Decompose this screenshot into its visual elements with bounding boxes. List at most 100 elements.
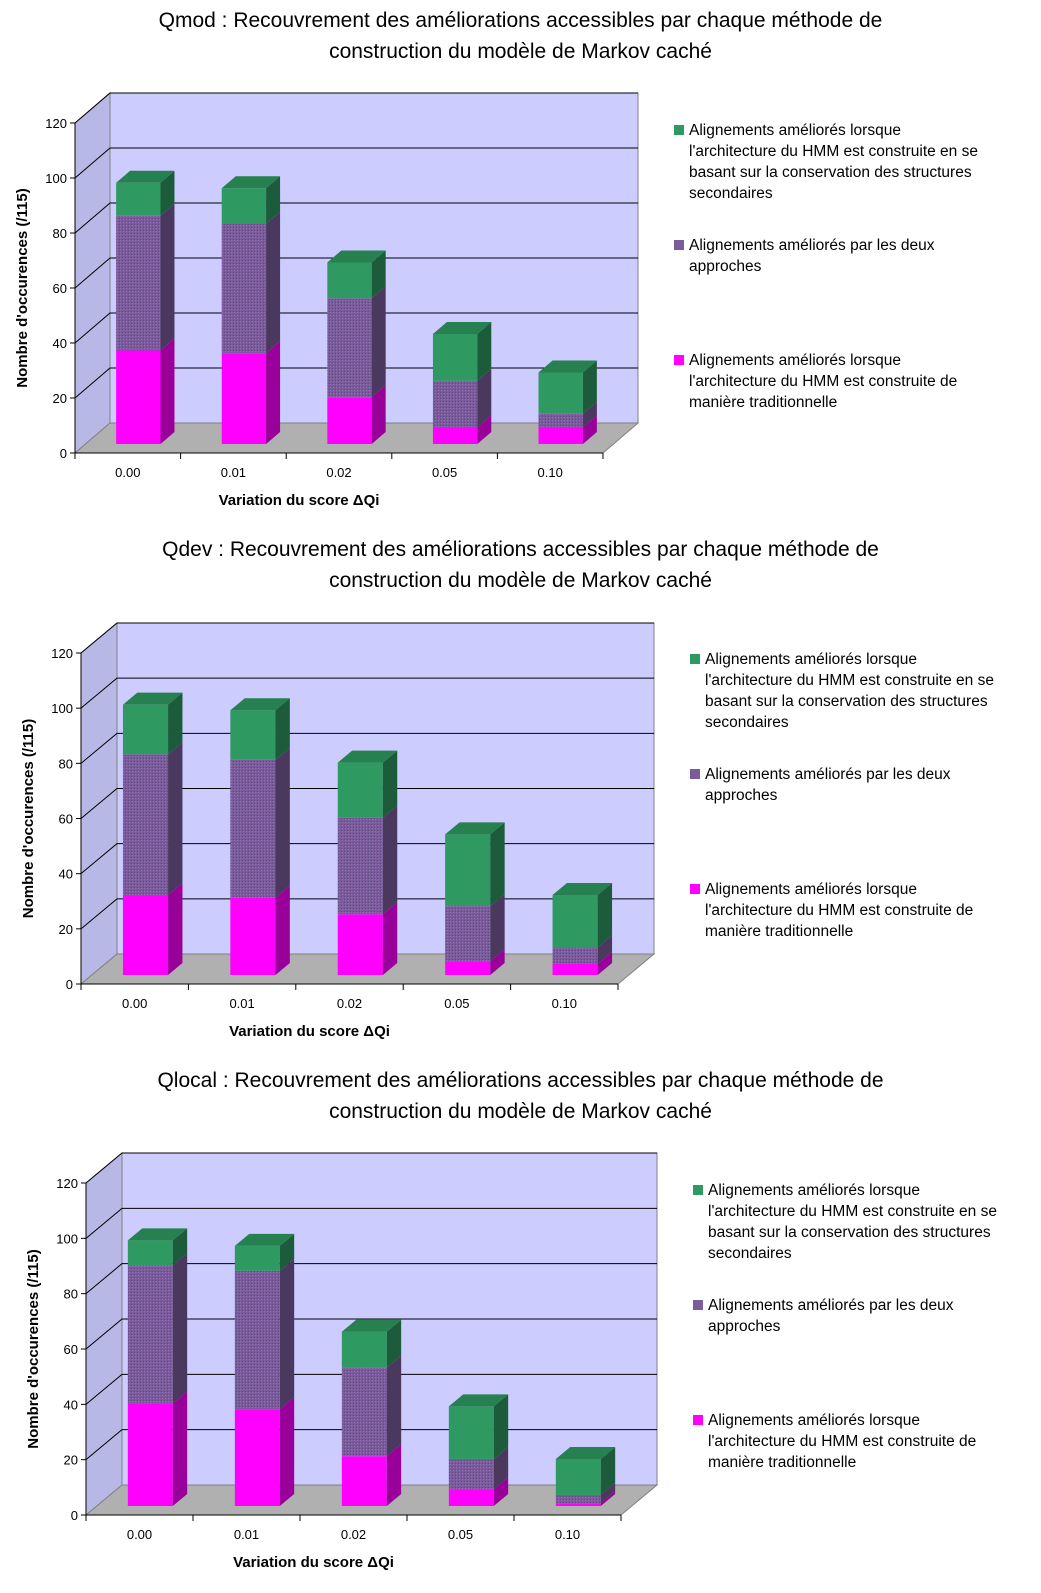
- legend-swatch: [690, 884, 700, 894]
- y-axis-title: Nombre d'occurences (/115): [25, 1249, 42, 1448]
- bar-side-purple: [382, 805, 398, 915]
- legend-label-line: l'architecture du HMM est construite de: [689, 373, 958, 390]
- bar-segment-purple: [230, 759, 276, 898]
- legend-label-line: Alignements améliorés par les deux: [705, 766, 951, 783]
- bar-segment-green: [116, 182, 161, 216]
- bar-side-magenta: [279, 1397, 295, 1506]
- chart-qmod: Qmod : Recouvrement des améliorations ac…: [0, 0, 1041, 530]
- gridline: [85, 1152, 657, 1184]
- bar-side-magenta: [160, 338, 175, 444]
- chart-title-line-1: Qlocal : Recouvrement des améliorations …: [157, 1069, 884, 1092]
- gridline: [85, 1373, 657, 1405]
- y-tick-label: 20: [64, 1453, 78, 1468]
- bar-segment-purple: [234, 1270, 280, 1410]
- x-tick-label: 0.00: [115, 465, 140, 480]
- bar-segment-purple: [337, 817, 383, 915]
- bar-side-purple: [597, 935, 613, 964]
- bar-side-green: [275, 698, 290, 760]
- bar-segment-magenta: [116, 350, 161, 444]
- bar-segment-green: [555, 1458, 601, 1495]
- x-tick-label: 0.02: [337, 996, 362, 1011]
- bar-side-purple: [275, 747, 290, 898]
- bar-top-green: [448, 1394, 509, 1407]
- bar-side-purple: [477, 368, 492, 428]
- bar-segment-green: [327, 262, 372, 299]
- bar-segment-green: [341, 1331, 387, 1368]
- bar-segment-purple: [127, 1265, 173, 1404]
- chart-plot: 0 20 40 60 80 100 120 0.00 0.01 0.02 0.05 0.10 Varia…: [14, 91, 640, 509]
- y-tick-label: 0: [66, 977, 73, 992]
- bar-side-green: [477, 322, 492, 381]
- y-tick-label: 40: [59, 867, 73, 882]
- bar-top-green: [234, 1233, 295, 1246]
- legend-label-line: approches: [689, 258, 762, 275]
- y-tick-label: 20: [59, 922, 73, 937]
- legend-label-line: l'architecture du HMM est construite de: [708, 1433, 977, 1450]
- bar-top-green: [538, 360, 597, 373]
- bar-segment-green: [445, 834, 491, 907]
- bar-segment-purple: [555, 1494, 601, 1504]
- bar-side-magenta: [597, 951, 613, 975]
- bar-segment-green: [448, 1406, 494, 1459]
- legend-label-line: basant sur la conservation des structure…: [705, 693, 988, 710]
- legend-swatch: [690, 654, 700, 664]
- bar-top-green: [122, 692, 183, 705]
- legend-swatch: [674, 240, 684, 250]
- y-tick-label: 40: [53, 336, 67, 351]
- bar-segment-magenta: [327, 397, 372, 444]
- y-tick-label: 80: [53, 226, 67, 241]
- chart-title-line-2: construction du modèle de Markov caché: [329, 1100, 712, 1123]
- chart-title-line-2: construction du modèle de Markov caché: [329, 569, 712, 592]
- bar-segment-purple: [552, 947, 598, 964]
- legend-label-line: manière traditionnelle: [689, 394, 838, 411]
- bar-segment-magenta: [538, 427, 583, 444]
- bar-segment-purple: [432, 380, 478, 428]
- bar-side-green: [493, 1394, 509, 1459]
- x-tick-label: 0.05: [432, 465, 457, 480]
- bar-segment-magenta: [448, 1489, 494, 1506]
- y-tick-label: 20: [53, 391, 67, 406]
- y-tick-label: 80: [64, 1287, 78, 1302]
- chart-title-line-1: Qmod : Recouvrement des améliorations ac…: [158, 9, 883, 32]
- legend-swatch: [674, 125, 684, 135]
- bar-side-green: [168, 692, 183, 755]
- y-tick-label: 80: [59, 756, 73, 771]
- bar-top-green: [445, 822, 505, 835]
- legend-label-line: l'architecture du HMM est construite en …: [705, 672, 994, 689]
- y-axis-title: Nombre d'occurences (/115): [14, 188, 31, 387]
- bar-side-purple: [493, 1446, 509, 1490]
- bar-side-green: [160, 170, 175, 216]
- bar-top-green: [555, 1446, 616, 1459]
- bar-segment-purple: [341, 1367, 387, 1457]
- bar-segment-magenta: [127, 1403, 173, 1506]
- bar-side-magenta: [382, 902, 398, 975]
- x-tick-label: 0.02: [326, 465, 351, 480]
- bar-side-purple: [386, 1355, 402, 1457]
- legend-swatch: [693, 1300, 703, 1310]
- legend-swatch: [693, 1415, 703, 1425]
- y-tick-label: 60: [53, 281, 67, 296]
- bar-segment-purple: [122, 754, 169, 896]
- legend-label-line: manière traditionnelle: [708, 1454, 857, 1471]
- x-tick-label: 0.10: [538, 465, 563, 480]
- chart-title: Qmod : Recouvrement des améliorations ac…: [0, 5, 1041, 67]
- bar-side-green: [386, 1319, 402, 1368]
- legend-label-line: Alignements améliorés lorsque: [689, 352, 901, 369]
- x-axis-title: Variation du score ΔQi: [233, 1554, 394, 1571]
- bar-segment-magenta: [122, 895, 169, 975]
- y-tick-label: 40: [64, 1397, 78, 1412]
- legend-item-magenta: Alignements améliorés lorsque l'architect…: [690, 879, 1035, 942]
- legend-label-line: approches: [708, 1318, 781, 1335]
- bar-side-green: [582, 360, 597, 414]
- bar-top-green: [337, 750, 398, 763]
- bar-segment-magenta: [445, 961, 491, 975]
- legend-label-line: l'architecture du HMM est construite en …: [689, 143, 978, 160]
- bar-segment-magenta: [552, 963, 598, 975]
- y-axis-title: Nombre d'occurences (/115): [20, 719, 37, 918]
- gridline: [80, 677, 654, 709]
- gridline: [85, 1318, 657, 1350]
- legend-swatch: [690, 769, 700, 779]
- y-tick-label: 120: [56, 1176, 78, 1191]
- bar-segment-green: [230, 710, 276, 760]
- legend-item-magenta: Alignements améliorés lorsque l'architect…: [674, 350, 1019, 413]
